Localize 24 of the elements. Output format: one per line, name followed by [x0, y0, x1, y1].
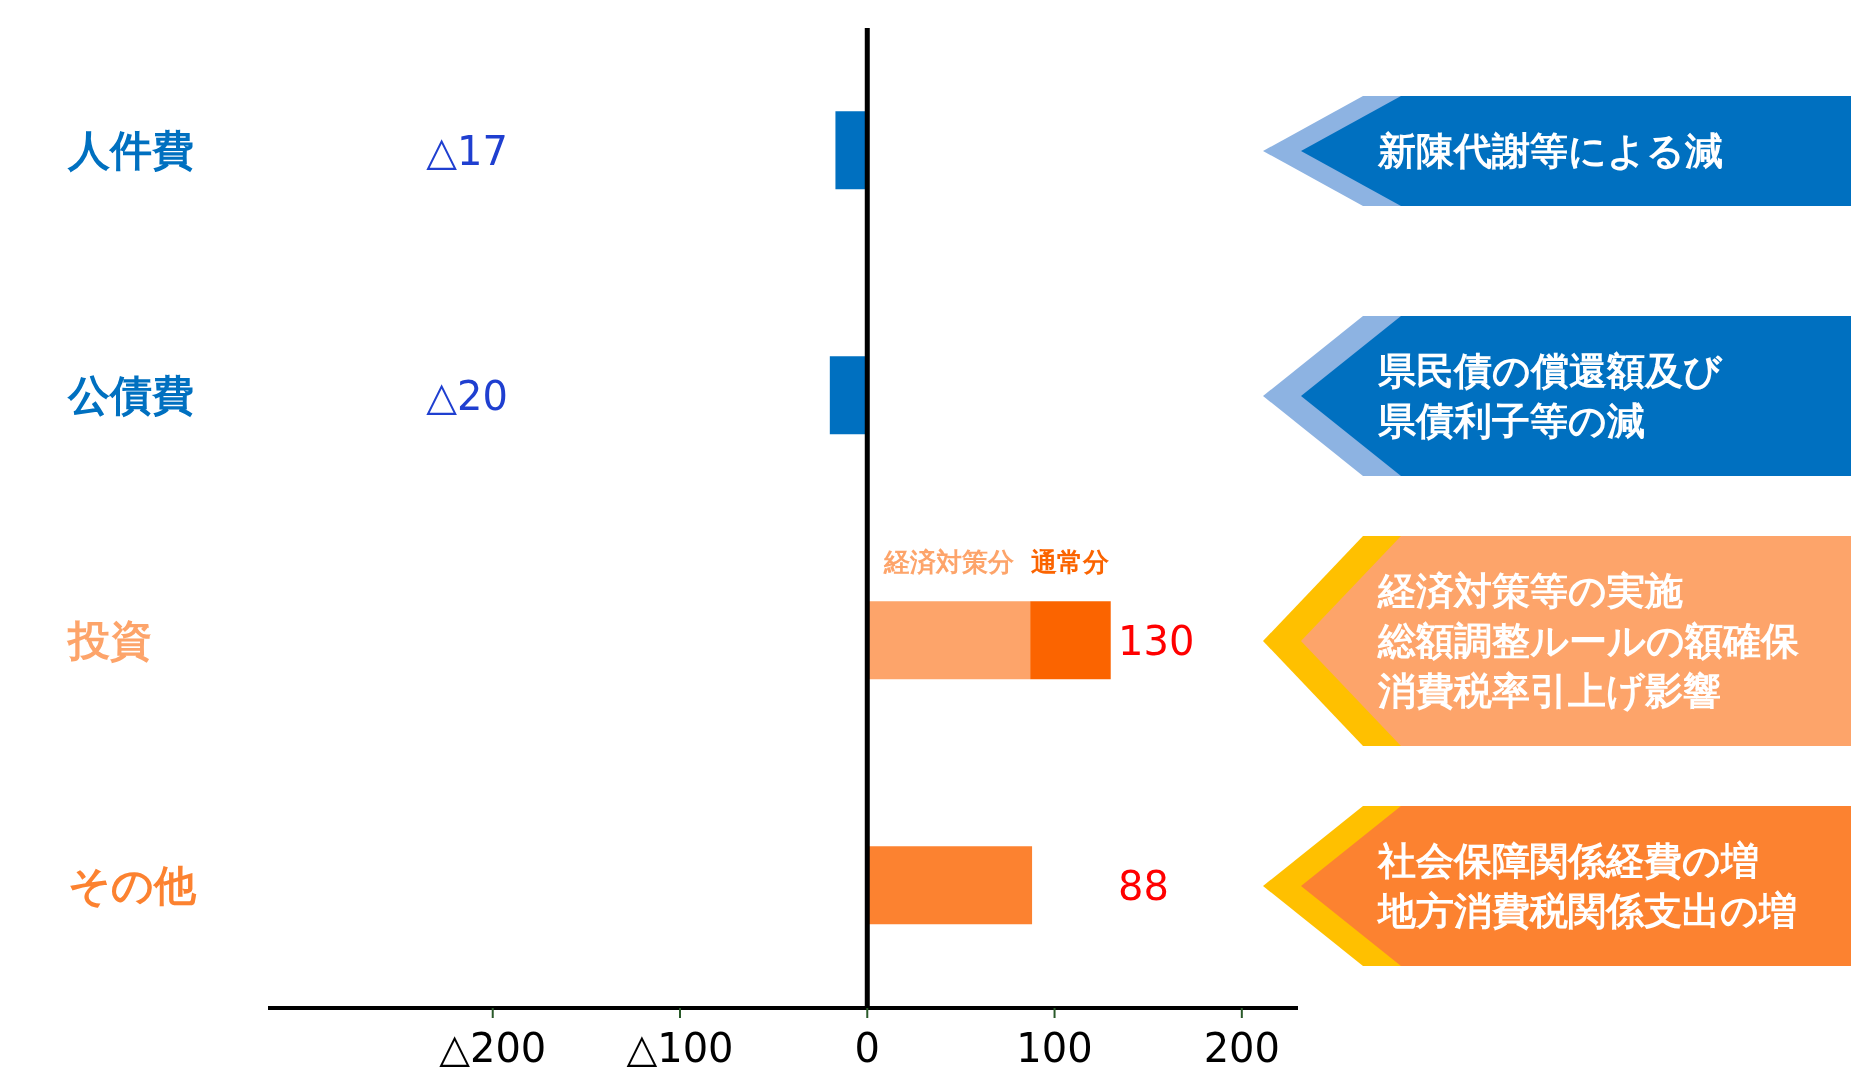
- text: 88: [1118, 862, 1169, 909]
- text: 社会保障関係経費の増地方消費税関係支出の増: [1378, 837, 1797, 935]
- text: 経済対策等の実施総額調整ルールの額確保消費税率引上げ影響: [1378, 567, 1799, 715]
- x-tick-label: 0: [854, 1025, 880, 1072]
- x-tick-label: 200: [1203, 1025, 1280, 1072]
- text: 130: [1118, 617, 1195, 664]
- y-tick-label: 人件費: [67, 126, 194, 176]
- bar: [867, 846, 1033, 925]
- text: 新陳代謝等による減: [1378, 127, 1723, 175]
- series-label: 通常分: [1031, 547, 1111, 578]
- x-tick-label: △100: [626, 1025, 734, 1072]
- y-tick-label: その他: [68, 861, 197, 911]
- series-label: 経済対策分: [882, 547, 1015, 578]
- x-tick-label: △200: [439, 1025, 547, 1072]
- text: 県民債の償還額及び県債利子等の減: [1378, 347, 1722, 445]
- text: △20: [426, 372, 508, 419]
- y-tick-label: 投資: [66, 616, 152, 666]
- bar: [835, 111, 868, 190]
- x-tick-label: 100: [1016, 1025, 1093, 1072]
- bar: [829, 356, 868, 435]
- y-tick-label: 公債費: [67, 371, 194, 421]
- bar: [1030, 601, 1111, 680]
- bar: [867, 601, 1031, 680]
- text: △17: [426, 127, 508, 174]
